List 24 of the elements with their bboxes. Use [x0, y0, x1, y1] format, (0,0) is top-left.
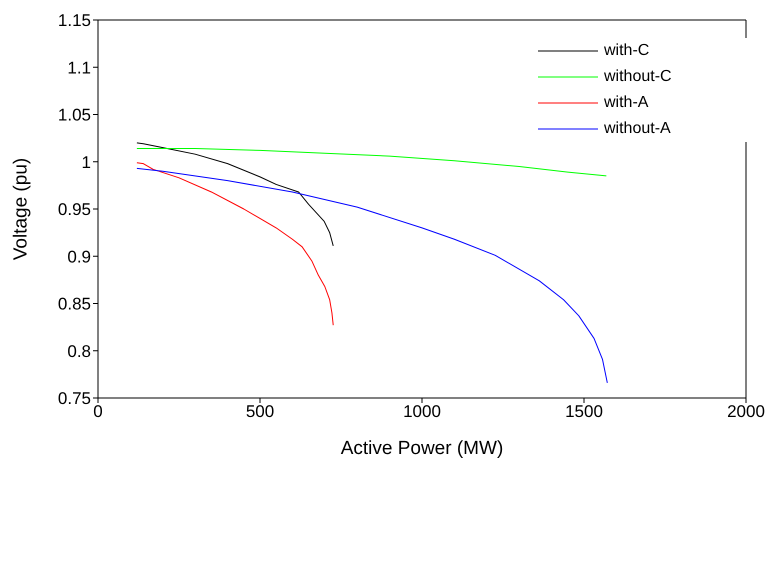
y-tick-label: 1.1: [67, 58, 91, 78]
legend-label: without-C: [604, 68, 672, 86]
y-tick-label: 1: [82, 152, 91, 172]
y-tick-label: 0.95: [58, 200, 91, 220]
legend-label: with-C: [604, 42, 650, 60]
y-tick-label: 0.85: [58, 294, 91, 314]
y-tick-label: 0.8: [67, 342, 91, 361]
legend-label: without-A: [604, 120, 671, 138]
x-tick-label: 0: [93, 402, 103, 422]
line-series: [136, 162, 334, 326]
x-tick-label: 1500: [565, 402, 603, 422]
y-tick-label: 0.9: [67, 247, 91, 266]
x-tick-label: 1000: [403, 402, 441, 422]
legend-label: with-A: [604, 94, 648, 112]
line-series: [136, 168, 608, 384]
y-tick-label: 1.15: [58, 11, 91, 30]
line-series: [136, 148, 607, 176]
y-tick-label: 1.05: [58, 106, 91, 125]
x-tick-label: 500: [246, 402, 274, 422]
y-tick-label: 0.75: [58, 389, 91, 408]
x-axis-title: Active Power (MW): [340, 438, 504, 459]
y-axis-title: Voltage (pu): [10, 158, 32, 260]
x-tick-label: 2000: [727, 402, 765, 422]
line-series: [136, 142, 334, 246]
